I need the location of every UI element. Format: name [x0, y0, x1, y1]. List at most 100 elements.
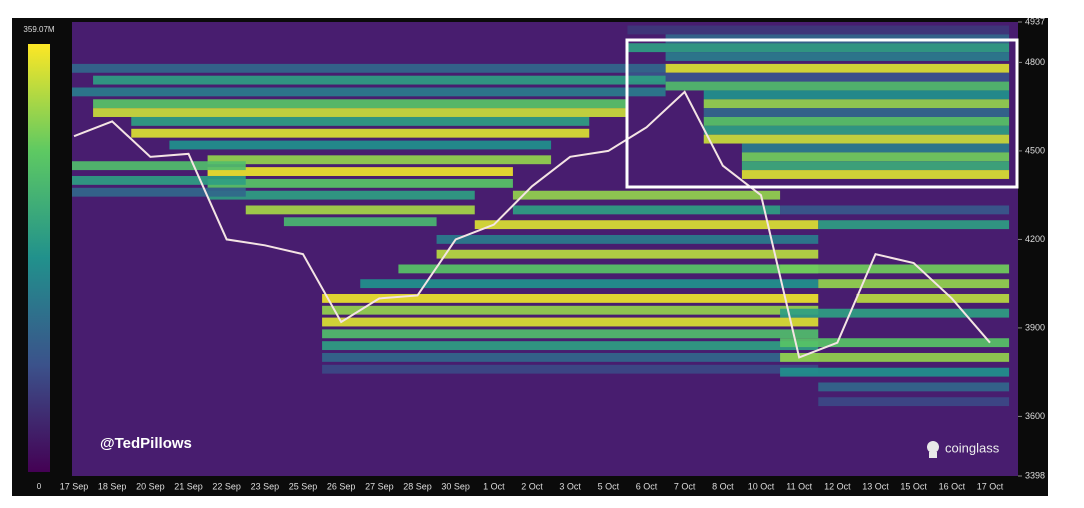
liquidation-level: [856, 293, 1010, 303]
liquidation-level: [818, 382, 1010, 392]
liquidation-level: [818, 220, 1010, 230]
x-tick-label: 18 Sep: [98, 481, 127, 491]
liquidation-level: [72, 175, 246, 185]
y-tick-label: 4500: [1025, 145, 1045, 155]
y-tick-label: 4200: [1025, 234, 1045, 244]
liquidation-level: [818, 279, 1010, 289]
x-tick-label: 1 Oct: [483, 481, 505, 491]
x-tick-label: 6 Oct: [636, 481, 658, 491]
x-tick-label: 11 Oct: [786, 481, 812, 491]
x-tick-label: 26 Sep: [327, 481, 356, 491]
liquidation-level: [703, 90, 1010, 100]
liquidation-level: [665, 52, 1010, 61]
liquidation-level: [207, 167, 513, 176]
x-tick-label: 5 Oct: [598, 481, 620, 491]
liquidation-level: [512, 205, 781, 215]
liquidation-level: [703, 99, 1010, 109]
logo-icon: [929, 452, 937, 458]
x-tick-label: 7 Oct: [674, 481, 696, 491]
x-tick-label: 20 Sep: [136, 481, 165, 491]
x-tick-label: 17 Oct: [977, 481, 1004, 491]
liquidation-level: [72, 161, 246, 171]
liquidation-level: [627, 72, 1010, 82]
x-tick-label: 25 Sep: [289, 481, 318, 491]
liquidation-level: [72, 63, 666, 73]
liquidation-level: [207, 155, 552, 165]
logo-icon: [927, 441, 939, 453]
liquidation-level: [322, 305, 819, 315]
y-tick-label: 4800: [1025, 57, 1045, 67]
logo: [927, 441, 939, 458]
liquidation-level: [322, 317, 819, 327]
liquidation-level: [322, 341, 819, 351]
liquidation-level: [780, 264, 1010, 274]
x-tick-label: 23 Sep: [251, 481, 280, 491]
liquidation-level: [72, 187, 246, 197]
liquidation-level: [436, 249, 819, 259]
brand: coinglass: [945, 440, 1000, 455]
x-tick-label: 2 Oct: [521, 481, 543, 491]
liquidation-level: [703, 108, 1010, 117]
liquidation-level: [360, 279, 819, 289]
liquidation-level: [741, 170, 1010, 179]
liquidation-level: [131, 128, 590, 138]
liquidation-level: [741, 161, 1010, 171]
liquidation-level: [322, 352, 819, 362]
x-tick-label: 22 Sep: [212, 481, 241, 491]
liquidation-level: [207, 190, 475, 200]
x-tick-label: 10 Oct: [748, 481, 775, 491]
liquidation-level: [780, 205, 1010, 215]
liquidation-level: [780, 367, 1010, 377]
liquidation-level: [93, 75, 666, 85]
liquidation-level: [322, 364, 819, 374]
watermark: @TedPillows: [100, 435, 192, 452]
x-tick-label: 28 Sep: [403, 481, 432, 491]
liquidation-level: [322, 293, 819, 303]
liquidation-level: [627, 25, 1010, 35]
colorbar-label: 359.07M: [23, 25, 54, 34]
liquidation-level: [436, 234, 819, 244]
liquidation-level: [207, 178, 513, 188]
liquidation-level: [245, 205, 475, 215]
liquidation-level: [780, 308, 1010, 318]
liquidation-level: [741, 152, 1010, 162]
liquidation-level: [780, 338, 1010, 348]
y-tick-label: 3900: [1025, 322, 1045, 332]
x-tick-label: 27 Sep: [365, 481, 394, 491]
x-tick-label: 15 Oct: [900, 481, 927, 491]
price-line: [73, 90, 991, 359]
liquidation-level: [322, 329, 819, 339]
liquidation-level: [93, 99, 628, 109]
liquidation-level: [398, 264, 819, 274]
liquidation-level: [665, 81, 1010, 91]
liquidation-level: [283, 217, 437, 227]
y-tick-label: 3398: [1025, 470, 1045, 480]
x-tick-label: 8 Oct: [712, 481, 734, 491]
liquidation-level: [512, 190, 781, 200]
liquidation-level: [780, 352, 1010, 362]
y-tick-label: 4937: [1025, 16, 1045, 26]
liquidation-level: [665, 63, 1010, 73]
liquidation-level: [703, 134, 1010, 144]
liquidation-level: [627, 43, 1010, 53]
x-tick-label: 21 Sep: [174, 481, 203, 491]
liquidation-level: [169, 140, 552, 150]
colorbar-label: 0: [37, 482, 42, 491]
x-tick-label: 17 Sep: [60, 481, 89, 491]
x-tick-label: 12 Oct: [824, 481, 851, 491]
liquidation-level: [741, 143, 1010, 153]
y-tick-label: 3600: [1025, 411, 1045, 421]
liquidation-level: [93, 108, 628, 117]
x-tick-label: 16 Oct: [939, 481, 966, 491]
liquidation-level: [131, 116, 590, 126]
colorbar: [28, 44, 50, 472]
liquidation-level: [703, 125, 1010, 135]
liquidation-level: [703, 116, 1010, 126]
highlight-box: [625, 38, 1019, 189]
liquidation-level: [474, 220, 819, 230]
x-tick-label: 13 Oct: [862, 481, 889, 491]
x-tick-label: 30 Sep: [441, 481, 470, 491]
plot-area: [72, 22, 1018, 476]
x-tick-label: 3 Oct: [559, 481, 581, 491]
